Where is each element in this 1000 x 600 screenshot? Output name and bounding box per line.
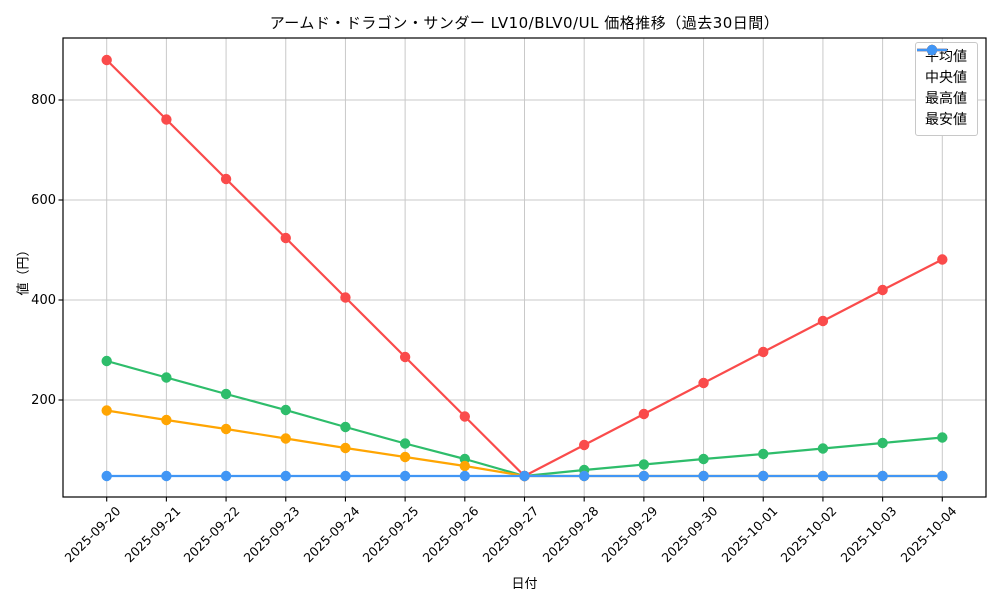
series-marker-min — [638, 470, 650, 482]
series-marker-max — [698, 377, 709, 389]
series-marker-median — [220, 423, 232, 435]
series-marker-average — [817, 443, 829, 454]
series-marker-average — [877, 437, 888, 449]
series-marker-max — [220, 173, 232, 185]
series-marker-median — [399, 451, 411, 463]
series-marker-min — [340, 470, 351, 482]
series-marker-average — [220, 388, 232, 400]
legend-label-min: 最安値 — [925, 112, 967, 128]
y-axis-label: 値（円） — [16, 243, 32, 296]
chart-title: アームド・ドラゴン・サンダー LV10/BLV0/UL 価格推移（過去30日間） — [269, 14, 780, 32]
series-marker-max — [817, 315, 829, 327]
series-marker-median — [101, 405, 112, 416]
series-marker-min — [758, 470, 769, 482]
series-marker-median — [161, 414, 172, 426]
series-marker-average — [937, 432, 948, 443]
series-marker-average — [161, 372, 172, 383]
legend-label-max: 最高値 — [925, 91, 967, 107]
series-marker-average — [101, 355, 112, 367]
series-marker-min — [101, 470, 112, 482]
series-marker-median — [280, 433, 291, 444]
y-tick-label: 600 — [31, 192, 56, 208]
legend: 平均値 中央値 最高値 最安値 — [915, 42, 978, 136]
series-marker-average — [399, 438, 411, 449]
series-marker-min — [519, 470, 530, 482]
x-axis-label: 日付 — [511, 577, 538, 592]
y-tick-label: 200 — [31, 392, 56, 408]
series-marker-max — [578, 439, 590, 451]
series-marker-max — [340, 292, 351, 303]
series-marker-max — [161, 114, 172, 125]
series-marker-max — [101, 54, 112, 66]
series-marker-min — [698, 470, 709, 482]
series-marker-max — [280, 232, 291, 244]
series-marker-min — [459, 470, 471, 482]
series-marker-max — [758, 346, 769, 358]
series-marker-max — [459, 411, 471, 422]
series-marker-max — [937, 254, 948, 265]
series-marker-max — [877, 284, 888, 296]
series-marker-min — [817, 470, 829, 482]
series-marker-max — [638, 408, 650, 420]
series-marker-min — [399, 470, 411, 482]
series-marker-min — [161, 470, 172, 482]
series-marker-median — [340, 442, 351, 454]
series-marker-min — [578, 470, 590, 482]
series-marker-min — [937, 470, 948, 482]
series-marker-min — [280, 470, 291, 482]
series-marker-max — [399, 351, 411, 363]
series-marker-average — [280, 404, 291, 416]
y-tick-label: 400 — [31, 292, 56, 308]
legend-marker-min — [917, 44, 947, 56]
series-marker-average — [758, 448, 769, 460]
series-marker-average — [340, 421, 351, 433]
series-marker-average — [698, 453, 709, 465]
legend-item-median: 中央値 — [917, 44, 967, 87]
y-tick-label: 800 — [31, 92, 56, 108]
series-marker-median — [459, 460, 471, 472]
legend-item-min: 最安値 — [917, 44, 967, 129]
legend-item-max: 最高値 — [917, 44, 967, 108]
series-marker-min — [877, 470, 888, 482]
series-marker-min — [220, 470, 232, 482]
legend-label-median: 中央値 — [925, 70, 967, 86]
series-marker-average — [638, 459, 650, 470]
